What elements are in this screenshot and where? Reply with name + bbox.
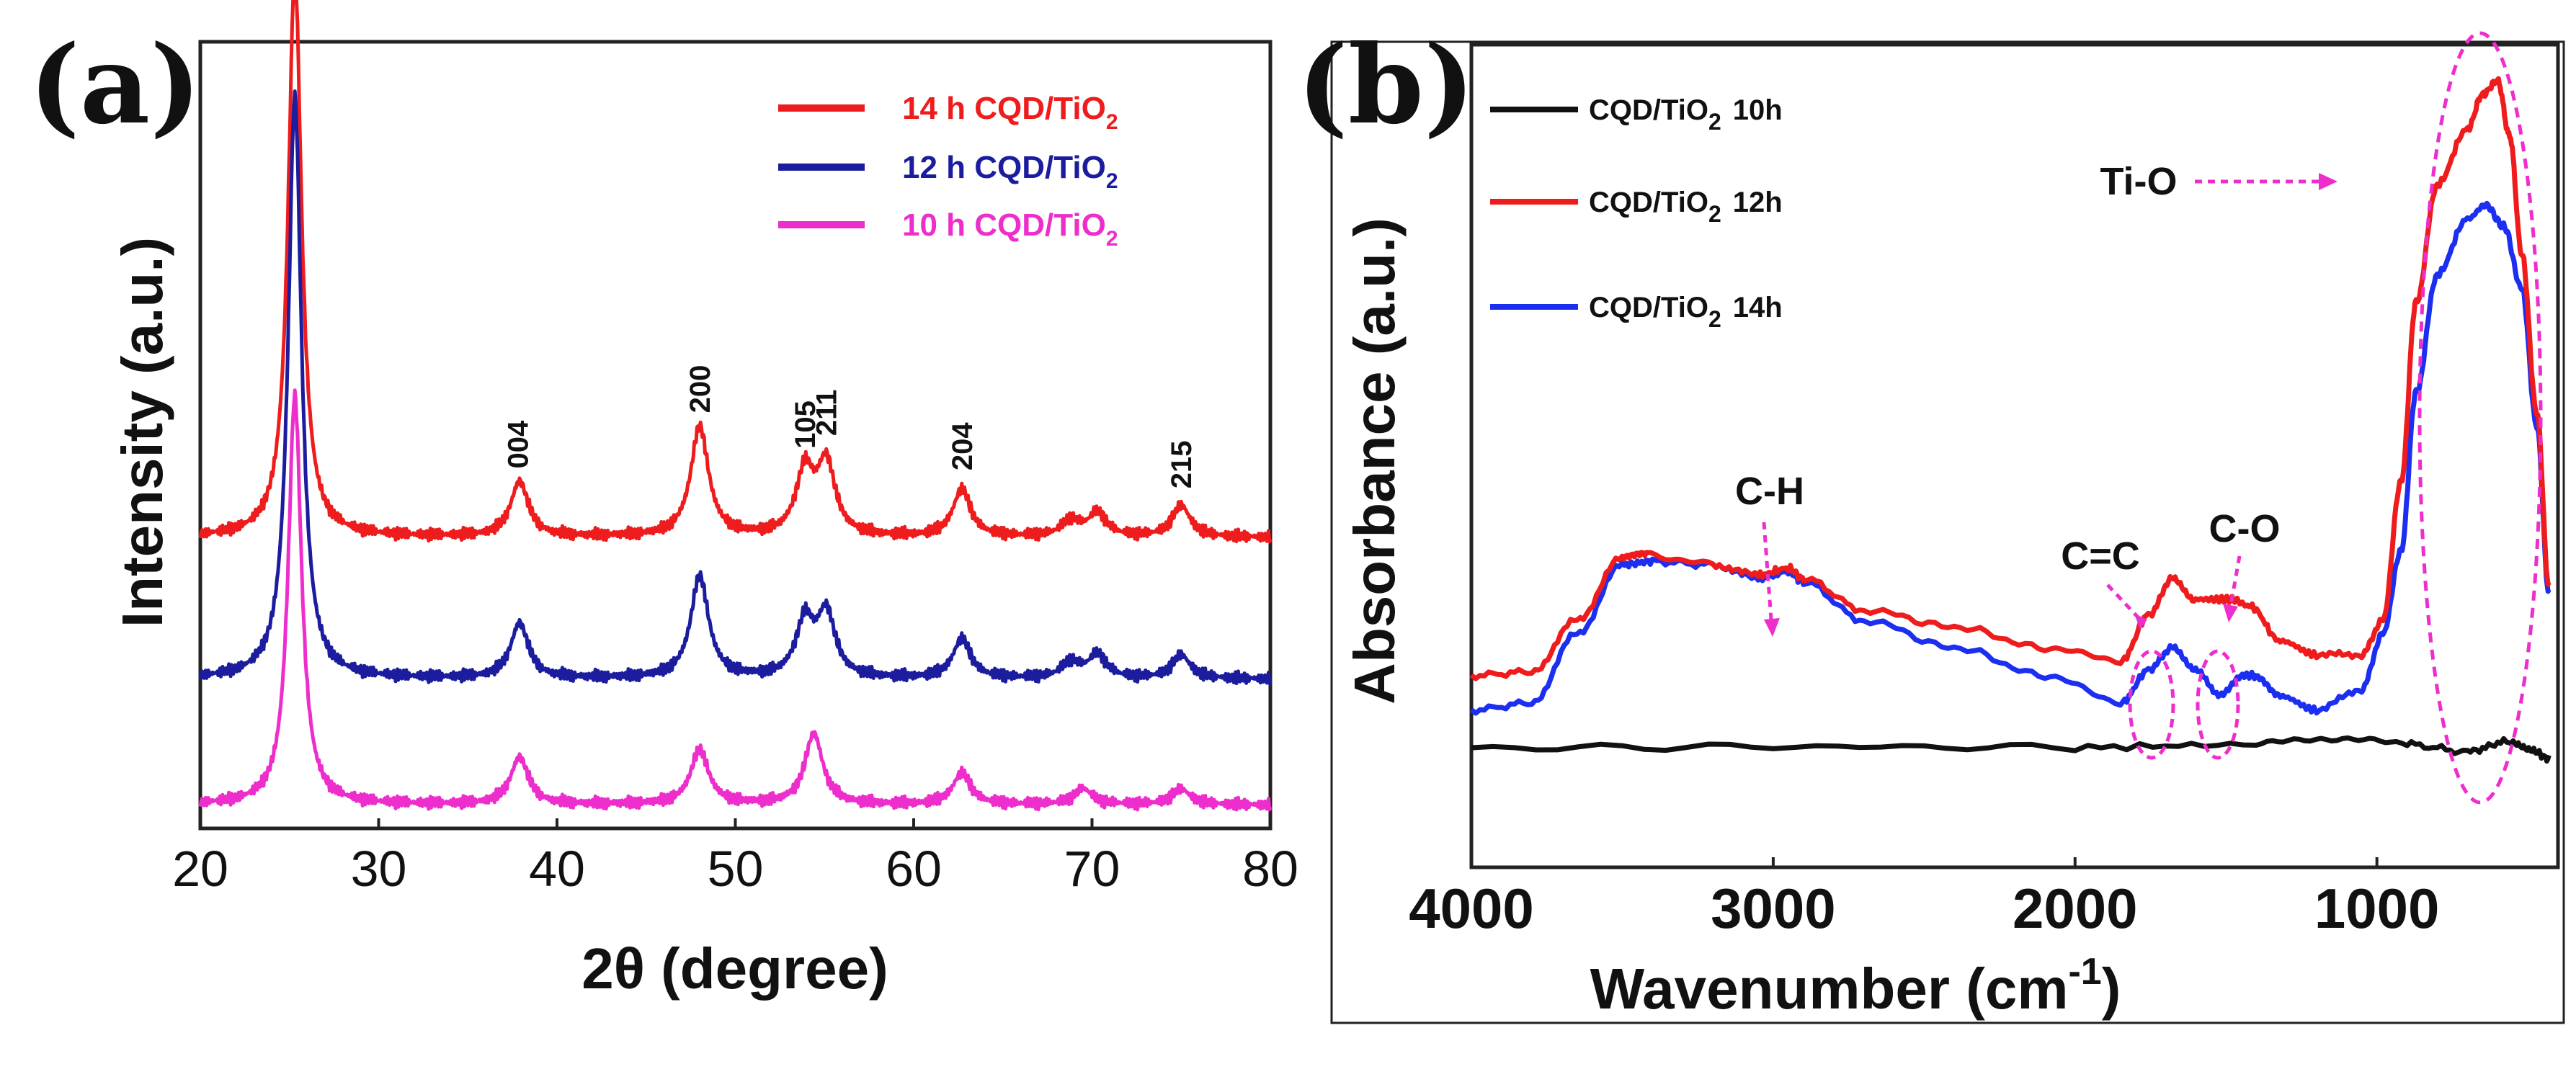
series-a-0 xyxy=(198,0,1273,544)
legend-a: 14 h CQD/TiO2 12 h CQD/TiO2 10 h CQD/TiO… xyxy=(778,91,1118,251)
peak-label-105: 105 xyxy=(790,401,821,449)
x-axis-label-b: Wavenumber (cm-1) xyxy=(1590,951,2121,1021)
legend-item-a-1: 12 h CQD/TiO2 xyxy=(778,150,1118,193)
series-group-a xyxy=(198,0,1273,812)
x-axis-a: 20 30 40 50 60 70 80 xyxy=(172,818,1298,897)
peak-label-204: 204 xyxy=(947,422,979,470)
legend-item-a-0: 14 h CQD/TiO2 xyxy=(778,91,1118,134)
x-tick-label-b-0: 4000 xyxy=(1409,877,1534,940)
x-tick-label-a-0: 20 xyxy=(172,841,228,897)
peak-label-200: 200 xyxy=(685,365,716,413)
annotation-c-c: C=C xyxy=(2061,534,2140,578)
x-axis-b: 4000 3000 2000 1000 xyxy=(1409,857,2439,940)
arrow-c-c xyxy=(2106,583,2142,621)
annotation-c-o: C-O xyxy=(2209,507,2281,550)
legend-label-b-0: CQD/TiO2 10h xyxy=(1589,94,1783,135)
legend-item-b-1: CQD/TiO2 12h xyxy=(1490,187,1783,227)
series-b-0 xyxy=(1471,735,2552,764)
arrow-c-h xyxy=(1762,522,1773,620)
x-tick-label-a-5: 70 xyxy=(1064,841,1120,897)
x-tick-label-a-2: 40 xyxy=(529,841,585,897)
annotation-c-h: C-H xyxy=(1735,470,1804,513)
legend-item-b-2: CQD/TiO2 14h xyxy=(1490,292,1783,332)
plot-frame-b xyxy=(1469,43,2560,869)
y-axis-label-b: Absorbance (a.u.) xyxy=(1342,218,1407,705)
legend-label-b-2: CQD/TiO2 14h xyxy=(1589,292,1783,332)
arrow-head-c-o-icon xyxy=(2223,604,2238,622)
x-tick-label-a-4: 60 xyxy=(886,841,942,897)
series-group-b xyxy=(1469,76,2552,764)
peak-labels-a: 101004200105211204215 xyxy=(503,365,1198,489)
arrow-head-c-h-icon xyxy=(1764,618,1780,637)
x-tick-label-a-6: 80 xyxy=(1242,841,1298,897)
legend-b: CQD/TiO2 10h CQD/TiO2 12h CQD/TiO2 14h xyxy=(1490,94,1783,332)
arrow-head-ti-o-icon xyxy=(2319,173,2337,190)
peak-label-211: 211 xyxy=(811,390,843,437)
legend-label-b-1: CQD/TiO2 12h xyxy=(1589,187,1783,227)
x-tick-label-a-1: 30 xyxy=(351,841,407,897)
x-axis-label-a: 2θ (degree) xyxy=(581,936,888,1001)
legend-item-a-2: 10 h CQD/TiO2 xyxy=(778,207,1118,251)
x-tick-label-b-3: 1000 xyxy=(2314,877,2440,940)
peak-label-004: 004 xyxy=(503,420,535,468)
legend-item-b-0: CQD/TiO2 10h xyxy=(1490,94,1783,135)
series-b-1 xyxy=(1469,76,2552,681)
y-axis-label-a: Intensity (a.u.) xyxy=(110,237,174,627)
arrow-c-o xyxy=(2229,555,2242,606)
x-tick-label-b-2: 2000 xyxy=(2013,877,2138,940)
legend-label-a-0: 14 h CQD/TiO2 xyxy=(902,91,1118,134)
highlight-c-c xyxy=(2128,649,2175,760)
series-a-2 xyxy=(198,388,1273,812)
annotations-b: C-H C=C C-O Ti-O xyxy=(1735,31,2543,805)
highlight-c-o xyxy=(2196,649,2240,760)
panel-b-letter: (b) xyxy=(1297,22,1475,148)
highlight-ti-o xyxy=(2417,31,2543,805)
legend-label-a-1: 12 h CQD/TiO2 xyxy=(902,150,1118,193)
x-tick-label-a-3: 50 xyxy=(708,841,764,897)
panel-b-border xyxy=(1330,40,2565,1024)
series-b-2 xyxy=(1469,200,2552,716)
legend-label-a-2: 10 h CQD/TiO2 xyxy=(902,207,1118,251)
panel-b: (b) 4000 3000 2000 1000 Wavenumber (cm-1) A… xyxy=(1297,22,2565,1024)
x-tick-label-b-1: 3000 xyxy=(1711,877,1836,940)
panel-a-letter: (a) xyxy=(29,22,201,148)
arrow-head-c-c-icon xyxy=(2134,614,2147,630)
annotation-ti-o: Ti-O xyxy=(2100,160,2178,203)
plot-frame-a xyxy=(198,40,1273,831)
series-a-1 xyxy=(198,89,1273,686)
peak-label-215: 215 xyxy=(1166,441,1198,489)
